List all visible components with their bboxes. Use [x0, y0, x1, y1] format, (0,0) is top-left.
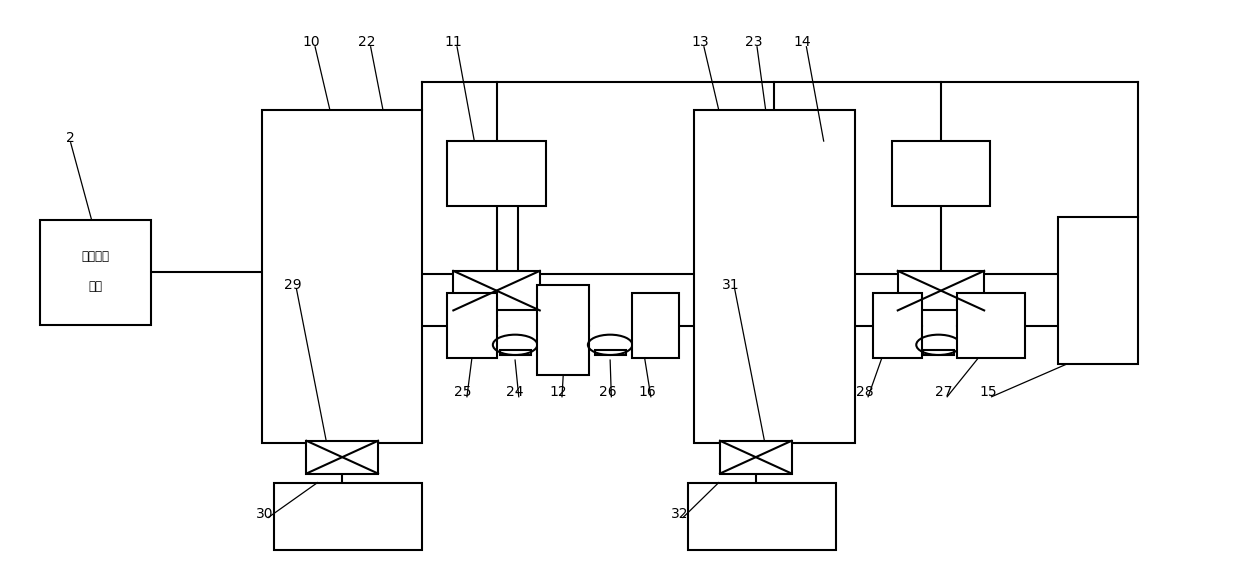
Bar: [454, 271, 539, 311]
Bar: [537, 285, 589, 375]
Bar: [923, 350, 954, 355]
Text: 12: 12: [549, 385, 567, 399]
Text: 24: 24: [506, 385, 523, 399]
Bar: [1058, 217, 1138, 364]
Text: 32: 32: [671, 507, 688, 520]
Text: 30: 30: [255, 507, 273, 520]
Bar: [448, 294, 496, 359]
Bar: [274, 483, 423, 550]
Text: 13: 13: [692, 35, 709, 49]
Bar: [873, 294, 923, 359]
Text: 组件: 组件: [88, 280, 103, 293]
Text: 2: 2: [66, 131, 76, 145]
Bar: [720, 441, 791, 474]
Bar: [500, 350, 531, 355]
Bar: [448, 141, 546, 206]
Text: 16: 16: [639, 385, 656, 399]
Bar: [957, 294, 1025, 359]
Text: 11: 11: [444, 35, 463, 49]
Bar: [898, 271, 985, 311]
Text: 26: 26: [599, 385, 616, 399]
Bar: [262, 110, 423, 443]
Text: 14: 14: [794, 35, 811, 49]
Text: 25: 25: [455, 385, 472, 399]
Bar: [306, 441, 378, 474]
Bar: [688, 483, 836, 550]
Text: 第一处理: 第一处理: [82, 250, 109, 263]
Text: 22: 22: [358, 35, 376, 49]
Bar: [892, 141, 991, 206]
Text: 23: 23: [744, 35, 763, 49]
Bar: [594, 350, 626, 355]
Text: 27: 27: [935, 385, 952, 399]
Text: 31: 31: [722, 278, 740, 292]
Text: 10: 10: [303, 35, 320, 49]
Text: 29: 29: [284, 278, 301, 292]
Text: 15: 15: [980, 385, 997, 399]
Bar: [632, 294, 680, 359]
Bar: [40, 220, 151, 324]
Text: 28: 28: [856, 385, 873, 399]
Bar: [694, 110, 854, 443]
